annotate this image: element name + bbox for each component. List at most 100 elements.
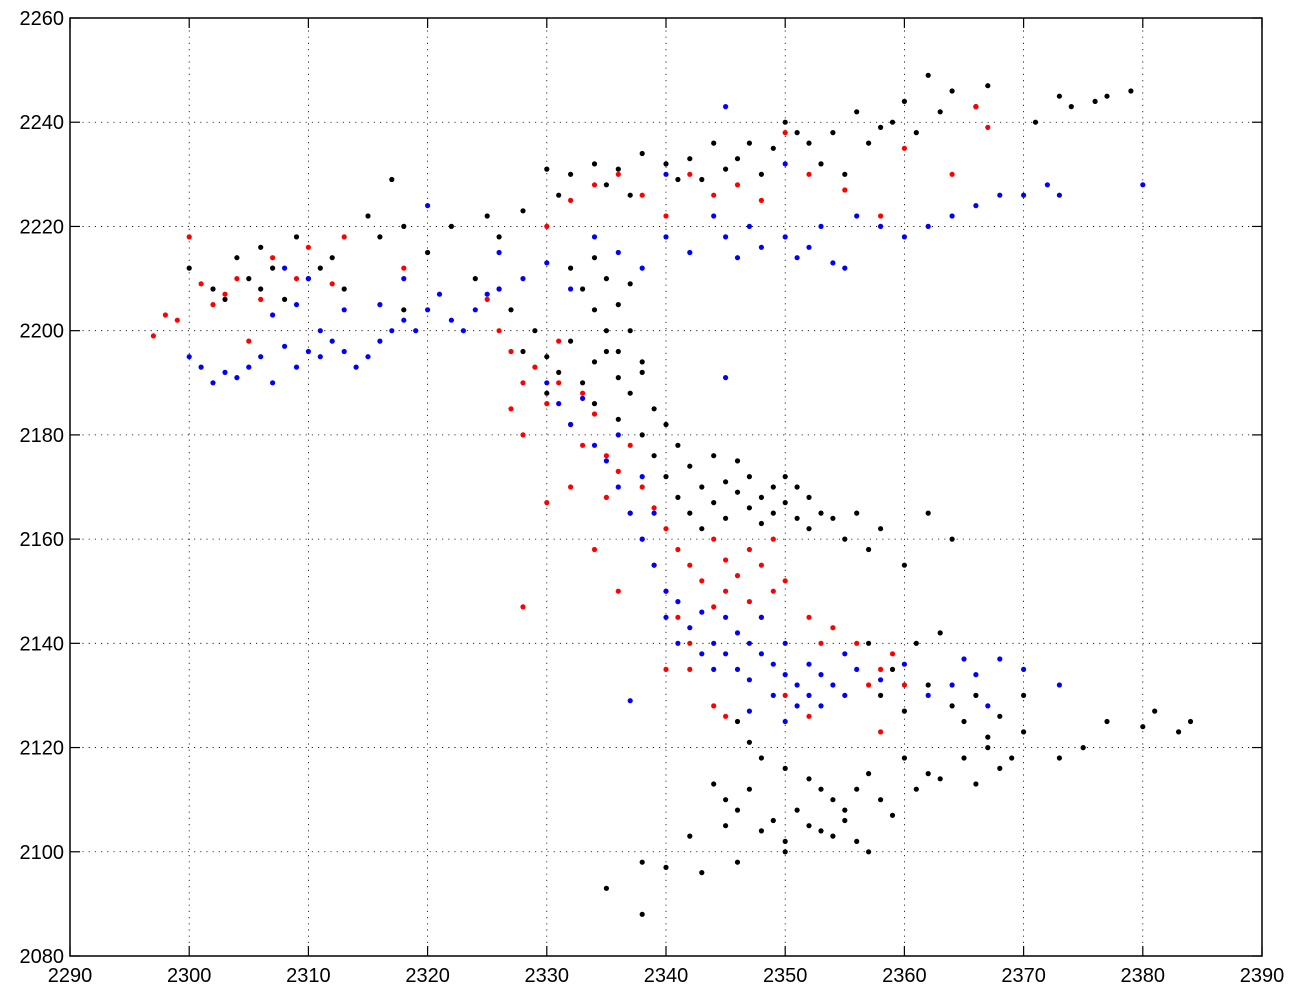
data-point [854, 666, 860, 673]
data-point [675, 614, 681, 620]
data-point [329, 338, 335, 344]
data-point [758, 828, 765, 834]
data-point [901, 661, 908, 667]
data-point [496, 286, 502, 292]
data-point [270, 255, 276, 261]
data-point [913, 640, 919, 646]
data-point [770, 692, 776, 699]
data-point [615, 375, 621, 381]
data-point [687, 171, 693, 177]
data-point [854, 109, 860, 115]
data-point [806, 494, 812, 500]
data-point [770, 484, 776, 490]
x-tick-label: 2330 [525, 965, 570, 987]
data-point [401, 307, 407, 313]
data-point [937, 630, 943, 636]
data-point [210, 302, 216, 308]
data-point [1032, 119, 1039, 125]
data-point [770, 817, 776, 824]
data-point [818, 828, 824, 834]
data-point [544, 500, 550, 506]
data-point [794, 682, 800, 688]
data-point [687, 833, 693, 839]
data-point [293, 276, 300, 282]
data-point [961, 755, 967, 761]
data-point [973, 672, 979, 678]
data-point [639, 192, 645, 198]
plot-frame [69, 17, 1263, 957]
data-point [746, 677, 753, 683]
data-point [866, 140, 872, 146]
data-point [734, 489, 741, 495]
data-point [723, 651, 729, 657]
data-point [591, 182, 598, 188]
data-point [866, 640, 872, 646]
data-point [603, 458, 610, 464]
data-point [544, 166, 550, 172]
data-point [341, 286, 347, 292]
x-tick-label: 2360 [882, 965, 927, 987]
data-point [472, 307, 478, 313]
data-point [341, 234, 347, 240]
data-point [961, 718, 967, 725]
data-point [901, 145, 908, 151]
data-point [580, 380, 586, 386]
data-point [854, 786, 860, 792]
data-point [639, 369, 645, 375]
data-point [949, 213, 955, 219]
data-point [305, 276, 311, 282]
data-point [889, 812, 896, 818]
data-point [758, 171, 765, 177]
data-point [496, 234, 502, 240]
data-point [782, 119, 788, 125]
data-point [234, 375, 240, 381]
data-point [842, 171, 848, 177]
data-point [711, 640, 717, 646]
data-point [258, 296, 264, 302]
data-point [901, 98, 908, 104]
data-point [830, 797, 836, 803]
data-point [675, 599, 681, 605]
data-point [818, 703, 824, 709]
data-point [639, 911, 645, 917]
data-point [794, 130, 800, 136]
data-point [639, 432, 645, 438]
data-point [842, 187, 848, 193]
data-point [651, 453, 657, 459]
data-point [603, 182, 610, 188]
data-point [532, 328, 538, 334]
data-point [723, 823, 729, 829]
data-point [806, 526, 812, 532]
data-point [782, 474, 788, 480]
data-point [746, 739, 753, 745]
data-point [770, 510, 776, 516]
data-point [1140, 182, 1146, 188]
data-point [711, 536, 717, 542]
data-point [734, 718, 741, 725]
data-point [1021, 729, 1027, 735]
data-point [830, 625, 836, 631]
data-point [627, 390, 633, 396]
data-point [186, 234, 192, 240]
data-point [734, 182, 741, 188]
data-point [329, 255, 335, 261]
data-point [842, 807, 848, 813]
data-point [854, 213, 860, 219]
data-point [758, 520, 765, 527]
data-point [711, 140, 717, 146]
data-point [270, 380, 276, 386]
data-point [723, 479, 729, 485]
data-point [723, 166, 729, 172]
data-point [639, 536, 645, 542]
data-point [949, 703, 955, 709]
data-point [544, 354, 550, 360]
data-point [889, 666, 896, 673]
data-point [973, 203, 979, 209]
data-point [663, 666, 669, 673]
data-point [436, 291, 443, 297]
data-point [591, 234, 598, 240]
data-point [401, 223, 407, 229]
data-point [675, 546, 681, 553]
data-point [723, 104, 729, 110]
data-point [699, 578, 705, 584]
